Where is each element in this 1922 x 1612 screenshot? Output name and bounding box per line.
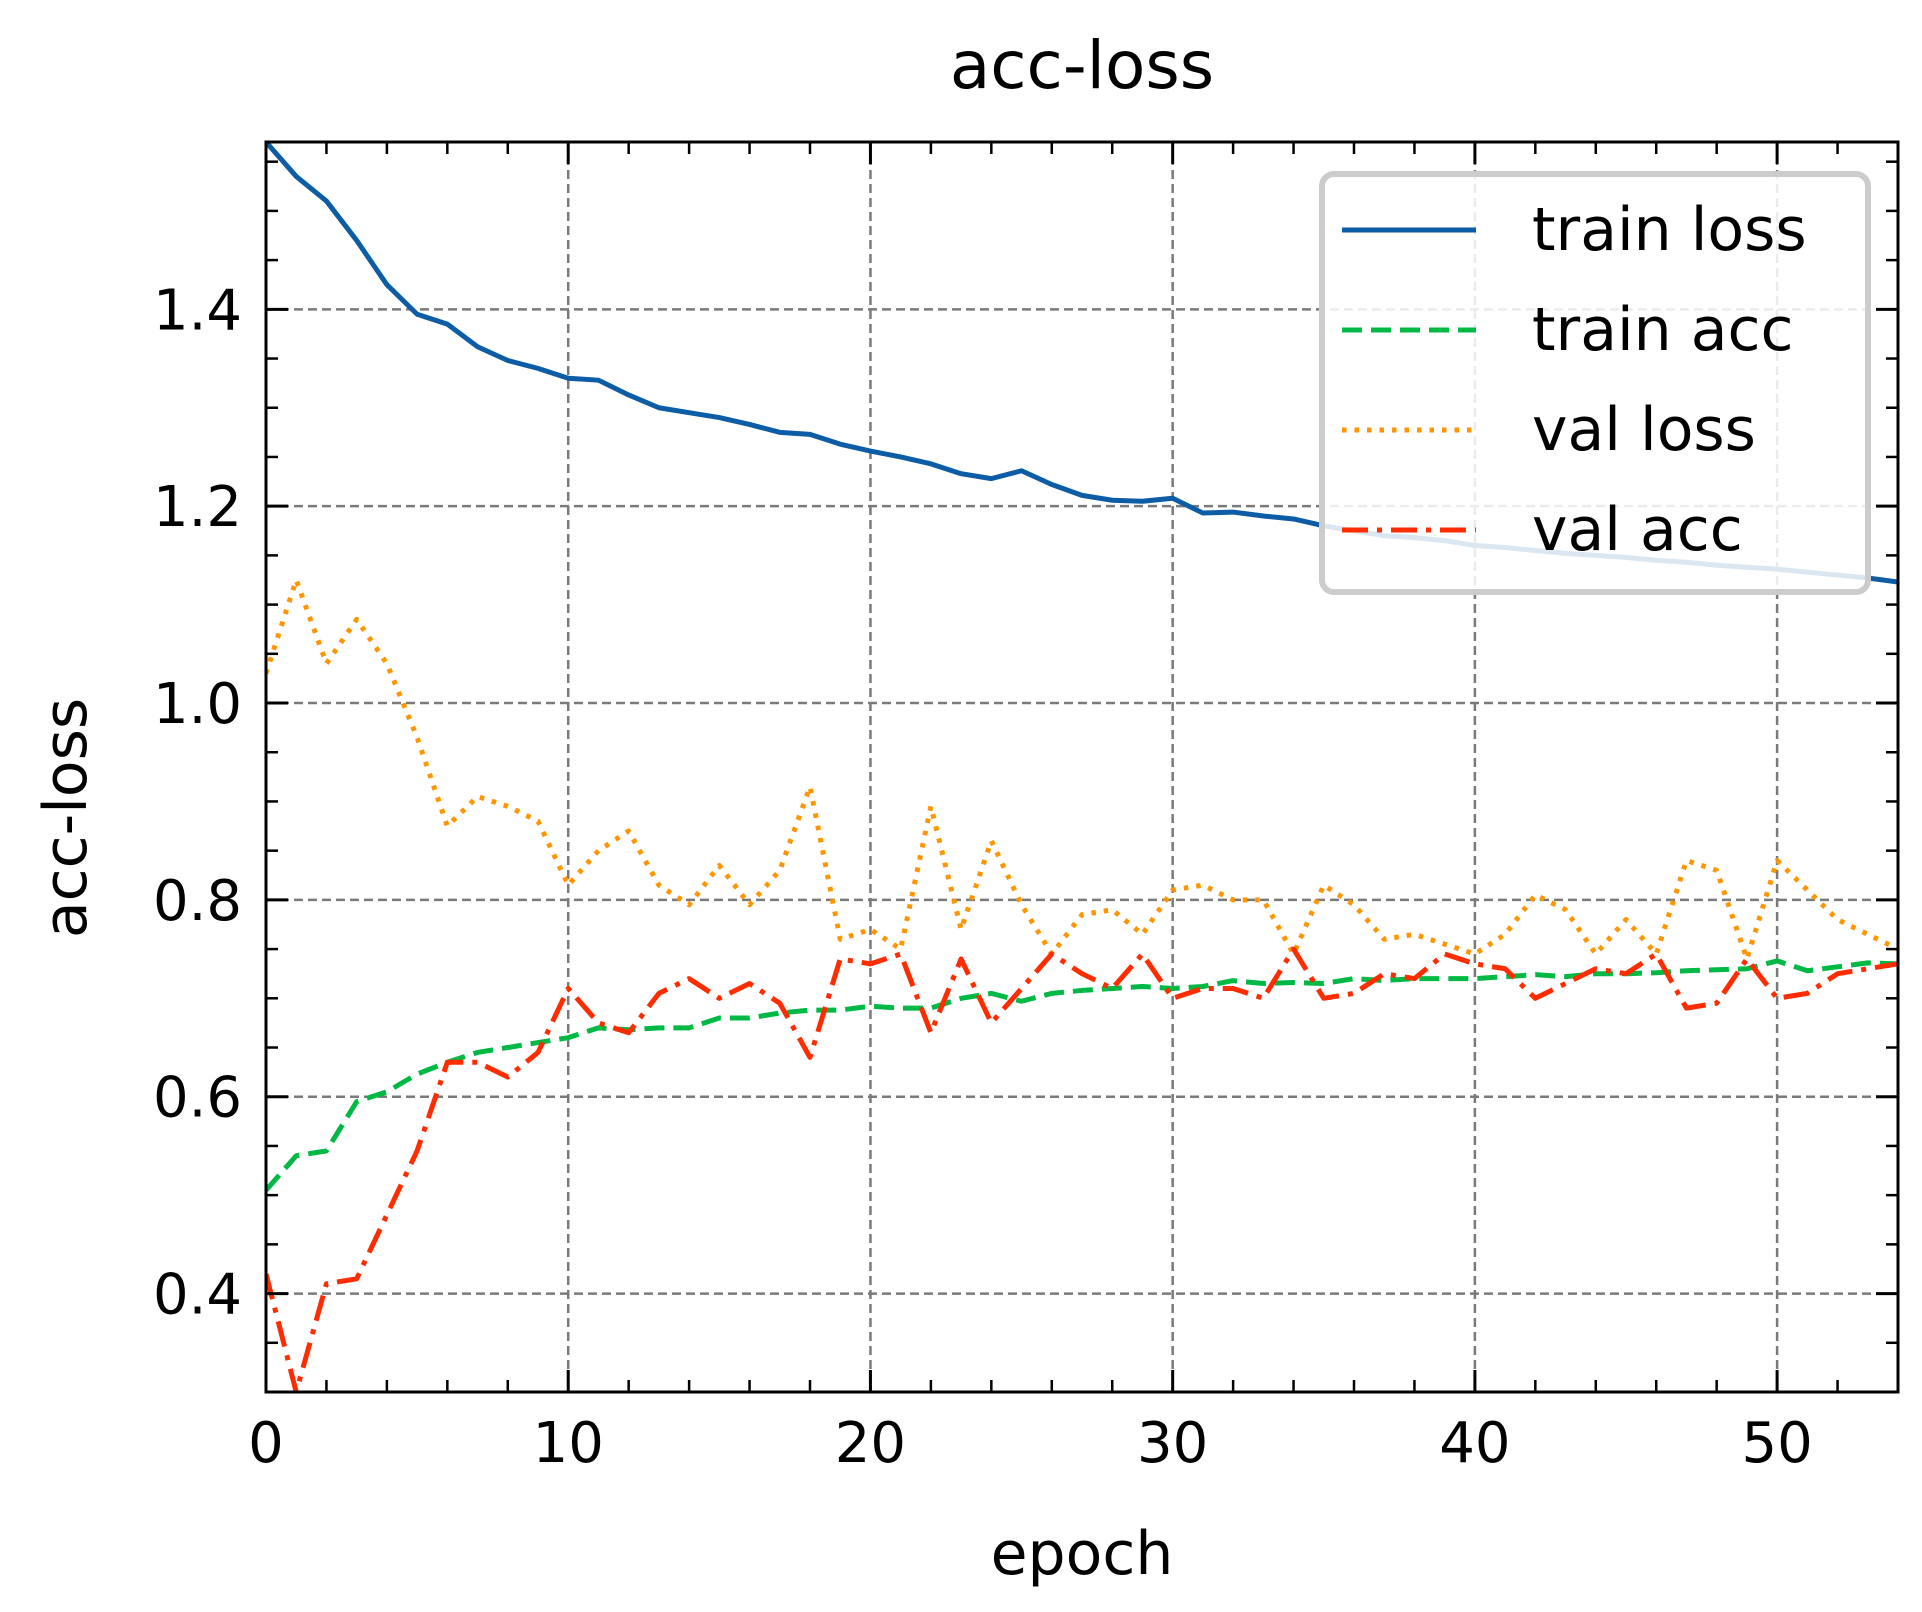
x-tick-label: 40 bbox=[1439, 1411, 1510, 1476]
series-line-val-acc bbox=[266, 946, 1898, 1392]
y-tick-label: 1.2 bbox=[153, 475, 242, 540]
x-tick-label: 30 bbox=[1137, 1411, 1208, 1476]
y-tick-label: 1.0 bbox=[153, 672, 242, 737]
y-tick-label: 1.4 bbox=[153, 278, 242, 343]
x-tick-label: 10 bbox=[533, 1411, 604, 1476]
y-tick-label: 0.6 bbox=[153, 1066, 242, 1131]
x-tick-label: 50 bbox=[1741, 1411, 1812, 1476]
x-tick-label: 20 bbox=[835, 1411, 906, 1476]
legend: train loss train acc val loss val acc bbox=[1319, 171, 1871, 595]
legend-box bbox=[1319, 171, 1871, 595]
series-line-val-loss bbox=[266, 577, 1898, 962]
legend-label: train loss bbox=[1532, 195, 1807, 265]
axis-ticks bbox=[264, 142, 1900, 1394]
x-tick-label: 0 bbox=[248, 1411, 284, 1476]
chart-title: acc-loss bbox=[950, 27, 1214, 104]
legend-label: val loss bbox=[1532, 395, 1756, 465]
legend-label: train acc bbox=[1532, 295, 1793, 365]
tick-labels: 0 10 20 30 40 50 0.4 0.6 0.8 1.0 1.2 1.4 bbox=[153, 278, 1813, 1476]
y-axis-label: acc-loss bbox=[31, 698, 101, 938]
y-tick-label: 0.4 bbox=[153, 1263, 242, 1328]
y-tick-label: 0.8 bbox=[153, 869, 242, 934]
x-axis-label: epoch bbox=[991, 1519, 1174, 1589]
legend-label: val acc bbox=[1532, 495, 1743, 565]
plot-frame bbox=[264, 140, 1900, 1394]
